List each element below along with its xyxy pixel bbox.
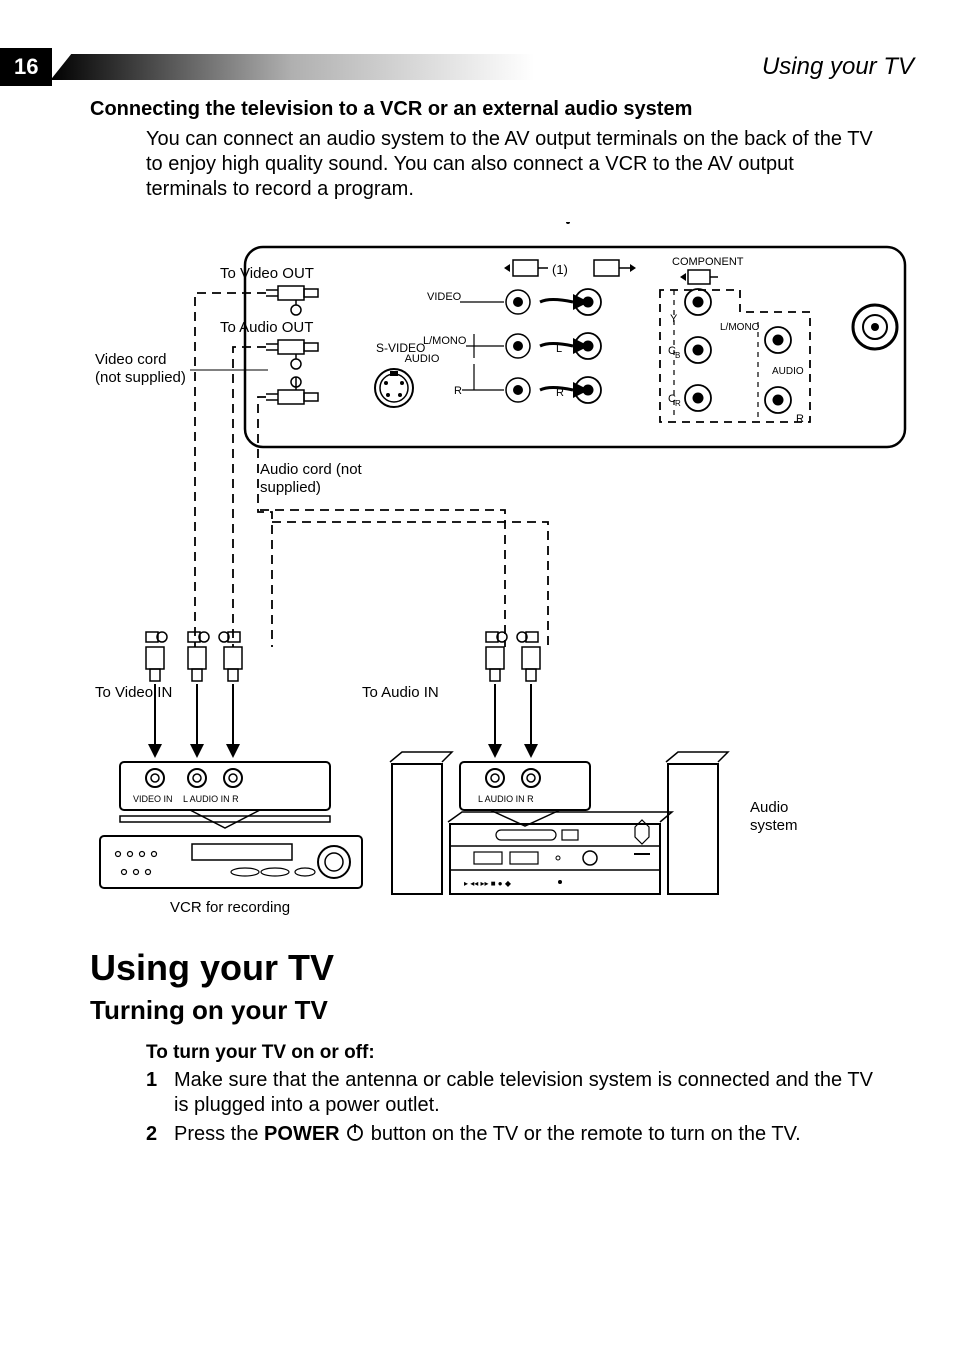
- label-audio-system-line1: Audio: [750, 799, 788, 816]
- power-label: POWER: [264, 1123, 340, 1145]
- plug-vcr-audio-r-in: [219, 632, 242, 681]
- av-output-icon: [594, 260, 636, 276]
- label-audio-cord-line1: Audio cord (not: [260, 461, 363, 478]
- power-icon: [345, 1122, 365, 1142]
- arrow-audio-l-out: [540, 338, 589, 354]
- cable-audio-l-vcr: [233, 347, 266, 647]
- label-video-cord-line2: (not supplied): [95, 369, 186, 386]
- plug-sys-audio-r-in: [517, 632, 540, 681]
- label-audio-cord-line2: supplied): [260, 479, 321, 496]
- step-1: 1 Make sure that the antenna or cable te…: [146, 1068, 874, 1118]
- section-body: You can connect an audio system to the A…: [146, 127, 874, 202]
- label-component: COMPONENT: [672, 256, 744, 268]
- label-video: VIDEO: [427, 291, 462, 303]
- plug-sys-audio-l-in: [486, 632, 507, 681]
- cable-audio-l-sys: [260, 510, 505, 647]
- label-videoin: VIDEO IN: [133, 794, 173, 804]
- label-audio2: AUDIO: [772, 366, 804, 377]
- plug-audio-out-l: [266, 340, 318, 369]
- cable-audio-r-sys: [272, 522, 548, 647]
- main-heading: Using your TV: [90, 947, 874, 989]
- step-prefix: Press the: [174, 1123, 264, 1145]
- vcr-device: VIDEO IN L AUDIO IN R: [100, 762, 362, 888]
- arrow-audio-r-out: [540, 382, 589, 398]
- label-lmono2: L/MONO: [720, 322, 760, 333]
- label-r-mid: R: [454, 385, 462, 397]
- label-r2: R: [796, 413, 804, 425]
- av-input-icon: [504, 260, 548, 276]
- step-text: Make sure that the antenna or cable tele…: [174, 1068, 874, 1118]
- plug-vcr-audio-l-in: [188, 632, 209, 681]
- step-suffix: button on the TV or the remote to turn o…: [371, 1123, 801, 1145]
- dashed-component-group: [660, 290, 810, 422]
- chapter-title: Using your TV: [762, 53, 914, 81]
- plug-audio-out-r: [266, 377, 318, 404]
- cable-audio-r-vcr: [258, 397, 272, 647]
- label-audio-system-line2: system: [750, 817, 798, 834]
- label-laudioinr2: L AUDIO IN R: [478, 794, 534, 804]
- label-to-audio-out: To Audio OUT: [220, 319, 313, 336]
- step-number: 1: [146, 1068, 174, 1118]
- component-input-icon: [680, 270, 718, 284]
- step-text: Press the POWER button on the TV or the …: [174, 1122, 874, 1147]
- arrow-video-out: [540, 294, 589, 310]
- plug-video-out: [266, 286, 318, 315]
- label-laudioinr: L AUDIO IN R: [183, 794, 239, 804]
- label-cb-sub: B: [675, 351, 680, 360]
- label-video-cord-line1: Video cord: [95, 351, 166, 368]
- cable-video: [195, 293, 266, 647]
- page-number: 16: [0, 48, 52, 86]
- header-gradient: [50, 54, 741, 80]
- label-cr-sub: R: [675, 399, 681, 408]
- label-to-video-out: To Video OUT: [220, 265, 314, 282]
- label-to-audio-in: To Audio IN: [362, 684, 439, 701]
- label-to-video-in: To Video IN: [95, 684, 172, 701]
- label-av1: (1): [552, 262, 568, 277]
- label-lmono-mid: L/MONO: [423, 335, 467, 347]
- section-heading-connecting: Connecting the television to a VCR or an…: [90, 98, 874, 121]
- label-svideo: S-VIDEO: [376, 341, 425, 355]
- steps-heading: To turn your TV on or off:: [146, 1042, 874, 1064]
- label-vcr: VCR for recording: [170, 899, 290, 916]
- connection-diagram: (1) COMPONENT VIDEO L/: [90, 222, 874, 927]
- svg-text:▸ ◂◂ ▸▸ ■ ● ◆: ▸ ◂◂ ▸▸ ■ ● ◆: [464, 879, 512, 888]
- sub-heading: Turning on your TV: [90, 995, 874, 1026]
- plug-vcr-video-in: [146, 632, 167, 681]
- step-number: 2: [146, 1122, 174, 1147]
- step-2: 2 Press the POWER button on the TV or th…: [146, 1122, 874, 1147]
